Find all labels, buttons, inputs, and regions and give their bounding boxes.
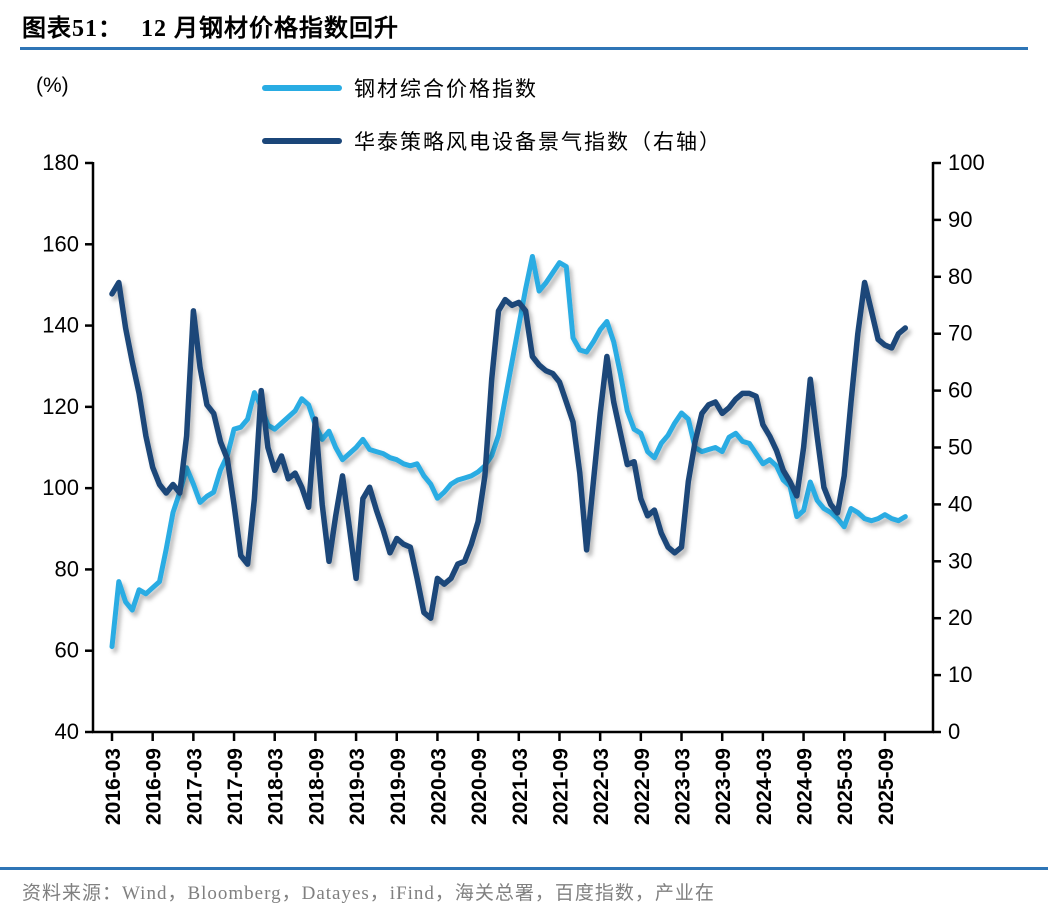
x-axis-tick-label: 2024-09 — [794, 748, 817, 825]
x-axis-tick-label: 2025-03 — [834, 748, 857, 825]
steel-price-index-line — [109, 254, 908, 650]
left-axis-tick-label: 160 — [42, 231, 79, 256]
left-axis-tick-label: 80 — [55, 556, 79, 581]
x-axis-tick-label: 2018-09 — [305, 748, 328, 825]
right-axis-tick-label: 60 — [948, 378, 972, 403]
legend-item-steel-price: 钢材综合价格指数 — [262, 74, 722, 102]
left-axis-tick-label: 120 — [42, 394, 79, 419]
left-axis-tick-label: 40 — [55, 719, 79, 744]
right-axis-tick-label: 80 — [948, 264, 972, 289]
x-axis-tick-label: 2017-09 — [224, 748, 247, 825]
x-axis-tick-label: 2021-03 — [509, 748, 532, 825]
right-axis-tick-label: 10 — [948, 662, 972, 687]
legend-label-steel-price: 钢材综合价格指数 — [354, 77, 538, 101]
source-note: 资料来源：Wind，Bloomberg，Datayes，iFind，海关总署，百… — [22, 883, 715, 904]
figure-title-text: 12 月钢材价格指数回升 — [141, 16, 399, 42]
left-axis-tick-label: 180 — [42, 150, 79, 175]
right-axis-tick-label: 70 — [948, 321, 972, 346]
figure-number: 图表51： — [22, 16, 123, 42]
right-axis-tick-label: 40 — [948, 491, 972, 516]
x-axis-tick-label: 2016-03 — [102, 748, 125, 825]
steel-price-line-swatch — [262, 85, 342, 91]
legend-label-wind-index: 华泰策略风电设备景气指数（右轴） — [354, 130, 722, 154]
wind-index-line-swatch — [262, 138, 342, 144]
x-axis-tick-label: 2025-09 — [875, 748, 898, 825]
right-axis-tick-label: 100 — [948, 150, 985, 175]
x-axis-tick-label: 2023-09 — [712, 748, 735, 825]
x-axis-tick-label: 2022-09 — [631, 748, 654, 825]
x-axis-tick-label: 2017-03 — [183, 748, 206, 825]
left-axis-unit-label: (%) — [36, 74, 69, 97]
x-axis-tick-label: 2016-09 — [143, 748, 166, 825]
left-axis-tick-label: 100 — [42, 475, 79, 500]
title-underline — [20, 47, 1028, 50]
figure-title: 图表51： 12 月钢材价格指数回升 — [22, 8, 1028, 43]
chart-legend: 钢材综合价格指数 华泰策略风电设备景气指数（右轴） — [262, 74, 722, 180]
x-axis-tick-label: 2024-03 — [753, 748, 776, 825]
x-axis-tick-label: 2020-09 — [468, 748, 491, 825]
x-axis-tick-label: 2019-03 — [346, 748, 369, 825]
x-axis-tick-label: 2023-03 — [672, 748, 695, 825]
left-axis-tick-label: 60 — [55, 638, 79, 663]
right-axis-tick-label: 90 — [948, 207, 972, 232]
right-axis-tick-label: 30 — [948, 548, 972, 573]
wind-equipment-index-line — [109, 279, 909, 621]
bottom-divider-line — [0, 867, 1048, 870]
x-axis-tick-label: 2019-09 — [387, 748, 410, 825]
x-axis-tick-label: 2021-09 — [549, 748, 572, 825]
x-axis-tick-label: 2020-03 — [427, 748, 450, 825]
right-axis-tick-label: 0 — [948, 719, 960, 744]
legend-item-wind-index: 华泰策略风电设备景气指数（右轴） — [262, 127, 722, 155]
right-axis-tick-label: 50 — [948, 435, 972, 460]
left-axis-tick-label: 140 — [42, 313, 79, 338]
right-axis-tick-label: 20 — [948, 605, 972, 630]
x-axis-tick-label: 2018-03 — [265, 748, 288, 825]
x-axis-tick-label: 2022-03 — [590, 748, 613, 825]
